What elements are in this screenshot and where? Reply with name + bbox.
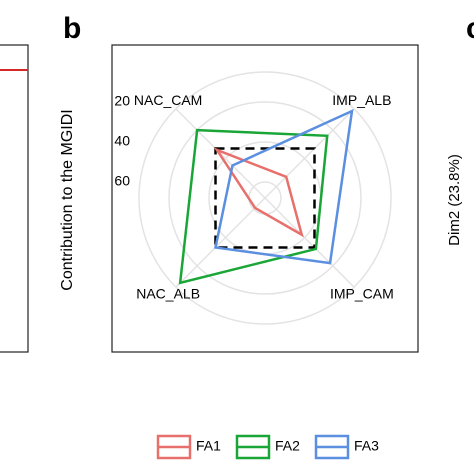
panel-label: c	[466, 12, 474, 45]
category-label: IMP_CAM	[330, 286, 394, 302]
y-tick-label: 40	[114, 133, 130, 149]
legend-label: FA3	[354, 438, 379, 454]
axis-title: Contribution to the MGIDI	[59, 109, 76, 290]
category-label: NAC_CAM	[134, 92, 202, 108]
y-tick-label: 60	[114, 173, 130, 189]
grid-circle	[168, 101, 362, 295]
legend-label: FA1	[196, 438, 221, 454]
grid-spoke	[264, 108, 355, 199]
panel-frame	[111, 44, 419, 353]
axis-title: Dim2 (23.8%)	[446, 154, 463, 246]
left-panel-frame	[0, 44, 29, 353]
grid-spoke	[175, 197, 266, 288]
legend-label: FA2	[275, 438, 300, 454]
y-tick-label: 20	[114, 93, 130, 109]
category-label: NAC_ALB	[136, 286, 200, 302]
series-line	[213, 147, 304, 238]
series-line	[214, 108, 354, 265]
category-label: IMP_ALB	[332, 92, 391, 108]
series-line	[178, 128, 329, 285]
grid-circle	[138, 71, 392, 325]
panel-label: b	[63, 12, 81, 45]
reference-line	[214, 147, 316, 249]
grid-spoke	[264, 197, 355, 288]
